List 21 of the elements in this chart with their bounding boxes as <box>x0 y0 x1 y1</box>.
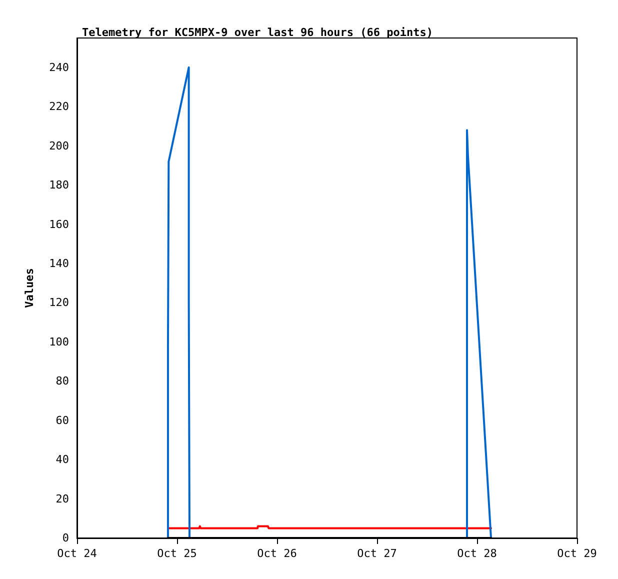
x-tick-label: Oct 25 <box>157 547 197 560</box>
y-tick-label: 60 <box>56 414 69 427</box>
x-tick-label: Oct 27 <box>357 547 397 560</box>
x-tick-label: Oct 28 <box>457 547 497 560</box>
chart-title: Telemetry for KC5MPX-9 over last 96 hours (66 points) <box>82 26 433 39</box>
y-tick-label: 140 <box>49 256 69 270</box>
y-tick-label: 120 <box>49 296 69 310</box>
y-tick-label: 0 <box>62 532 69 544</box>
x-tick-label: Oct 26 <box>257 547 297 560</box>
y-tick-label: 20 <box>56 492 69 506</box>
y-axis-title: Values <box>23 268 36 308</box>
y-tick-label: 200 <box>49 139 69 152</box>
y-tick-label: 40 <box>56 453 69 466</box>
y-tick-label: 180 <box>49 178 69 192</box>
y-tick-label: 160 <box>49 218 69 231</box>
y-tick-label: 80 <box>56 374 69 388</box>
y-tick-label: 220 <box>49 100 69 114</box>
x-tick-label: Oct 24 <box>57 547 98 560</box>
y-tick-label: 240 <box>49 60 69 74</box>
x-tick-label: Oct 29 <box>557 547 597 560</box>
y-tick-label: 100 <box>49 335 69 348</box>
